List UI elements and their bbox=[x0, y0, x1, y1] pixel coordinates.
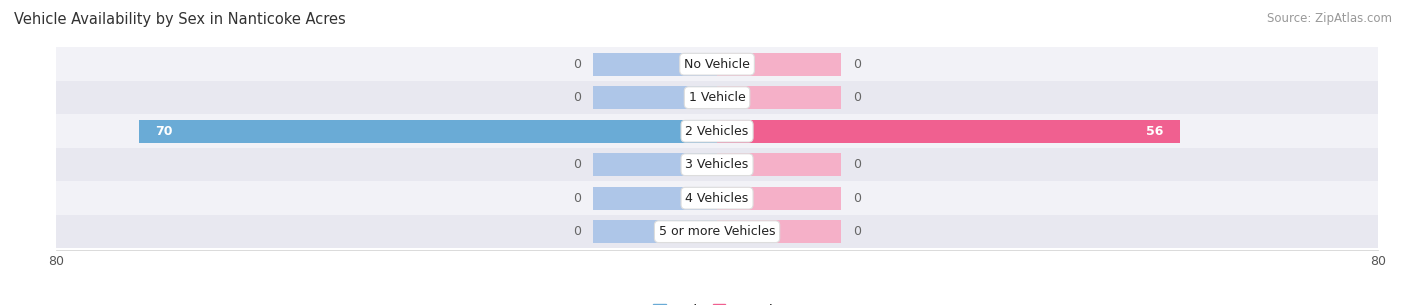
Bar bbox=[56, 114, 1378, 148]
Bar bbox=[717, 187, 841, 210]
Bar bbox=[56, 81, 1378, 114]
Bar bbox=[139, 120, 717, 142]
Text: 0: 0 bbox=[572, 58, 581, 71]
Text: 0: 0 bbox=[572, 225, 581, 238]
Text: 0: 0 bbox=[853, 192, 862, 205]
Text: 0: 0 bbox=[853, 158, 862, 171]
Text: 0: 0 bbox=[572, 158, 581, 171]
Text: 3 Vehicles: 3 Vehicles bbox=[686, 158, 748, 171]
Text: 0: 0 bbox=[572, 192, 581, 205]
Text: 4 Vehicles: 4 Vehicles bbox=[686, 192, 748, 205]
Text: 0: 0 bbox=[853, 58, 862, 71]
Bar bbox=[56, 148, 1378, 181]
Bar bbox=[56, 215, 1378, 249]
Text: 56: 56 bbox=[1146, 125, 1163, 138]
Text: 0: 0 bbox=[572, 91, 581, 104]
Bar bbox=[56, 181, 1378, 215]
Text: Vehicle Availability by Sex in Nanticoke Acres: Vehicle Availability by Sex in Nanticoke… bbox=[14, 12, 346, 27]
Bar bbox=[717, 220, 841, 243]
Bar bbox=[717, 153, 841, 176]
Bar bbox=[717, 120, 1180, 142]
Text: 1 Vehicle: 1 Vehicle bbox=[689, 91, 745, 104]
Bar bbox=[593, 86, 717, 109]
Text: 70: 70 bbox=[156, 125, 173, 138]
Bar bbox=[56, 47, 1378, 81]
Bar bbox=[717, 86, 841, 109]
Text: No Vehicle: No Vehicle bbox=[685, 58, 749, 71]
Text: 0: 0 bbox=[853, 91, 862, 104]
Text: 0: 0 bbox=[853, 225, 862, 238]
Bar bbox=[593, 220, 717, 243]
Bar bbox=[593, 187, 717, 210]
Text: 5 or more Vehicles: 5 or more Vehicles bbox=[659, 225, 775, 238]
Bar bbox=[593, 153, 717, 176]
Legend: Male, Female: Male, Female bbox=[648, 299, 786, 305]
Bar bbox=[717, 53, 841, 76]
Bar bbox=[593, 53, 717, 76]
Text: 2 Vehicles: 2 Vehicles bbox=[686, 125, 748, 138]
Text: Source: ZipAtlas.com: Source: ZipAtlas.com bbox=[1267, 12, 1392, 25]
